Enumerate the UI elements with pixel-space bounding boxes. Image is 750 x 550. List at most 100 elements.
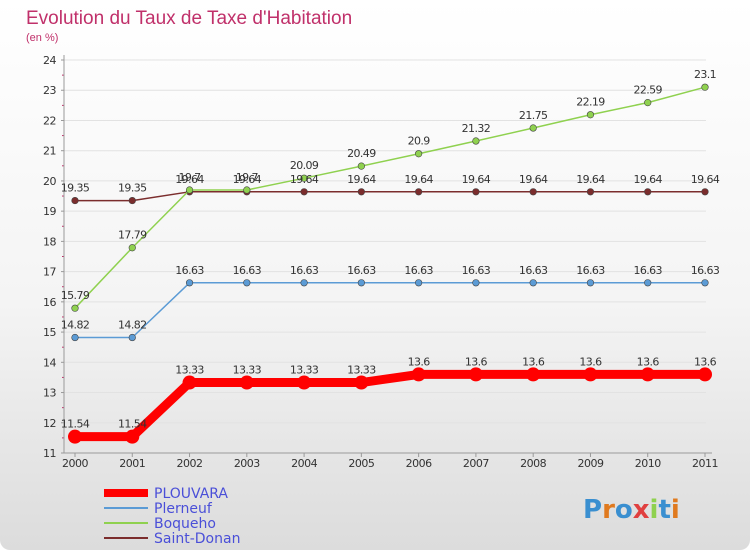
data-label: 14.82	[61, 319, 90, 332]
data-label: 19.35	[61, 182, 90, 195]
legend-label: PLOUVARA	[154, 486, 228, 502]
data-point	[415, 150, 423, 158]
data-point	[71, 333, 79, 342]
data-point	[701, 279, 709, 287]
data-label: 19.64	[633, 173, 662, 186]
x-tick-label: 2008	[520, 457, 546, 470]
data-label: 16.63	[519, 264, 548, 277]
data-label: 17.79	[118, 229, 147, 242]
data-label: 16.63	[233, 264, 262, 277]
data-label: 19.64	[691, 173, 720, 186]
data-label: 16.63	[462, 264, 491, 277]
data-label: 11.54	[118, 418, 147, 431]
data-point	[586, 188, 595, 196]
data-point	[357, 162, 365, 170]
data-point	[128, 244, 136, 252]
data-point	[529, 279, 537, 287]
x-tick-label: 2006	[406, 457, 432, 470]
data-point	[529, 188, 537, 196]
data-point	[472, 137, 480, 145]
y-tick-label: 23	[43, 84, 56, 97]
data-label: 14.82	[118, 319, 147, 332]
data-point	[701, 188, 709, 196]
data-label: 13.6	[465, 355, 488, 368]
y-tick-label: 22	[43, 114, 56, 127]
y-tick-label: 19	[43, 205, 56, 218]
data-point	[644, 99, 652, 107]
data-point	[185, 279, 194, 287]
data-label: 22.59	[633, 84, 662, 97]
y-tick-label: 15	[43, 326, 56, 339]
data-label: 16.63	[290, 264, 319, 277]
data-label: 23.1	[694, 68, 716, 81]
data-label: 19.35	[118, 182, 147, 195]
data-label: 16.63	[175, 264, 204, 277]
data-point	[243, 186, 251, 194]
data-point	[68, 429, 82, 444]
data-point	[128, 333, 136, 342]
x-tick-label: 2010	[635, 457, 661, 470]
series-line	[74, 282, 706, 339]
data-label: 16.63	[691, 264, 720, 277]
data-label: 19.64	[290, 173, 319, 186]
y-tick-label: 11	[43, 447, 56, 460]
x-tick-label: 2001	[119, 457, 145, 470]
y-tick-label: 24	[43, 54, 56, 67]
x-tick-label: 2004	[291, 457, 317, 470]
data-label: 16.63	[633, 264, 662, 277]
data-point	[71, 304, 79, 312]
x-tick-label: 2000	[62, 457, 88, 470]
data-label: 19.7	[236, 171, 259, 184]
data-label: 13.6	[408, 355, 431, 368]
data-point	[640, 367, 655, 382]
data-label: 20.9	[408, 135, 431, 148]
data-point	[586, 279, 595, 287]
y-tick-label: 12	[43, 417, 56, 430]
data-label: 13.6	[637, 355, 660, 368]
x-tick-label: 2002	[177, 457, 203, 470]
y-tick-label: 18	[43, 235, 56, 248]
data-point	[644, 188, 652, 196]
data-label: 22.19	[576, 96, 605, 109]
legend-label: Saint-Donan	[154, 531, 240, 547]
data-label: 13.33	[347, 364, 376, 377]
data-label: 19.64	[462, 173, 491, 186]
data-point	[125, 429, 140, 444]
data-label: 19.64	[175, 173, 204, 186]
series-line	[70, 369, 710, 442]
data-label: 13.6	[694, 355, 717, 368]
data-point	[698, 367, 712, 382]
data-point	[185, 186, 194, 194]
data-label: 19.64	[233, 173, 262, 186]
data-label: 13.33	[175, 364, 204, 377]
data-point	[243, 279, 251, 287]
data-label: 16.63	[347, 264, 376, 277]
y-tick-label: 20	[43, 175, 56, 188]
data-point	[468, 367, 483, 382]
x-tick-label: 2003	[234, 457, 260, 470]
data-label: 16.63	[404, 264, 433, 277]
data-label: 13.6	[522, 355, 545, 368]
data-label: 11.54	[61, 418, 90, 431]
data-point	[415, 279, 423, 287]
data-point	[526, 367, 541, 382]
data-point	[300, 188, 308, 196]
data-point	[354, 375, 369, 390]
y-tick-label: 21	[43, 145, 56, 158]
data-label: 19.64	[404, 173, 433, 186]
data-label: 15.79	[61, 289, 90, 302]
data-label: 13.33	[233, 364, 262, 377]
series-line	[74, 86, 706, 309]
brand-logo: Proxiti	[583, 495, 680, 525]
data-label: 21.32	[462, 122, 491, 135]
data-point	[472, 188, 480, 196]
y-tick-label: 16	[43, 296, 56, 309]
legend-label: Boqueho	[154, 516, 216, 532]
y-tick-label: 14	[43, 356, 56, 369]
data-point	[300, 279, 308, 287]
x-tick-label: 2005	[348, 457, 374, 470]
data-point	[357, 279, 365, 287]
x-tick-label: 2007	[463, 457, 489, 470]
